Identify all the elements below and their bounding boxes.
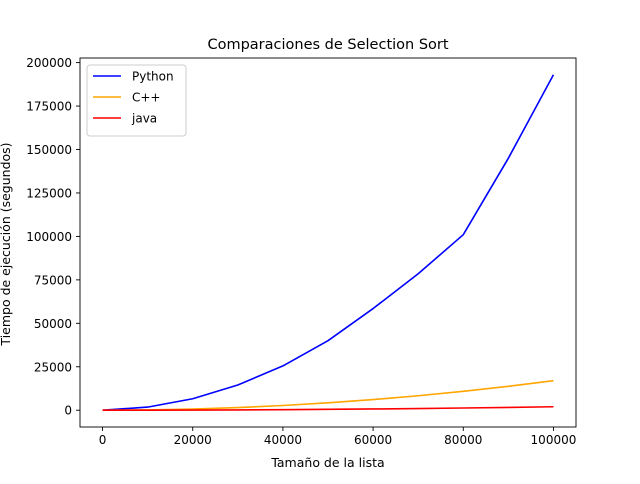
- series-line-c-: [102, 379, 554, 412]
- x-tick-label: 20000: [174, 433, 212, 447]
- x-tick-label: 0: [99, 433, 107, 447]
- y-tick-label: 50000: [34, 317, 72, 331]
- series-line-java: [102, 405, 554, 412]
- y-tick-label: 150000: [26, 143, 72, 157]
- x-tick-label: 100000: [531, 433, 577, 447]
- legend-label-c-: C++: [132, 91, 161, 105]
- y-tick-label: 100000: [26, 230, 72, 244]
- legend: Python C++ java: [86, 64, 187, 137]
- legend-label-python: Python: [132, 70, 174, 84]
- x-axis-label: Tamaño de la lista: [270, 455, 384, 470]
- y-tick-label: 175000: [26, 100, 72, 114]
- x-tick-label: 40000: [264, 433, 302, 447]
- legend-label-java: java: [131, 112, 157, 126]
- axes: 0 20000 40000 60000 80000 100000 0 25000 50000 75…: [26, 56, 577, 447]
- axes-frame: [79, 57, 577, 428]
- chart-title: Comparaciones de Selection Sort: [207, 37, 448, 53]
- y-tick-label: 125000: [26, 186, 72, 200]
- y-tick-label: 200000: [26, 56, 72, 70]
- y-tick-label: 75000: [34, 273, 72, 287]
- x-tick-label: 80000: [444, 433, 482, 447]
- x-tick-label: 60000: [354, 433, 392, 447]
- y-tick-label: 0: [64, 404, 72, 418]
- series-line-python: [102, 74, 555, 412]
- y-axis-label: Tiempo de ejecución (segundos): [0, 142, 13, 346]
- y-tick-label: 25000: [34, 360, 72, 374]
- plot-area: [102, 74, 555, 412]
